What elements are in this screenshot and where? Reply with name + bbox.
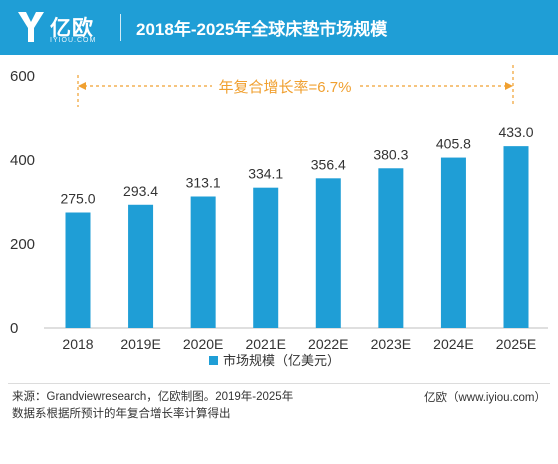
bar <box>253 187 279 328</box>
brand-name: 亿欧 <box>50 17 94 40</box>
bar-value-label: 405.8 <box>436 136 471 152</box>
brand-logo-icon <box>18 12 44 42</box>
x-tick-label: 2019E <box>120 336 160 352</box>
x-tick-label: 2022E <box>308 336 348 352</box>
legend-label: 市场规模（亿美元） <box>223 353 340 368</box>
header-divider <box>120 14 121 41</box>
bar <box>503 146 529 328</box>
cagr-arrow-left-head <box>78 82 86 90</box>
source-note-line-1: 来源：Grandviewresearch，亿欧制图。2019年-2025年 <box>12 391 294 403</box>
y-tick-label: 0 <box>10 320 18 337</box>
x-tick-label: 2023E <box>371 336 411 352</box>
source-note: 来源：Grandviewresearch，亿欧制图。2019年-2025年 数据… <box>12 389 293 423</box>
bar <box>315 178 341 328</box>
brand-logo: 亿欧 IYIOU.COM <box>16 6 106 50</box>
footer-divider <box>8 383 550 384</box>
bar-value-label: 334.1 <box>248 166 283 182</box>
bar-value-label: 380.3 <box>373 146 408 162</box>
legend: 市场规模（亿美元） <box>209 353 340 368</box>
x-tick-label: 2020E <box>183 336 223 352</box>
y-tick-label: 600 <box>10 68 35 85</box>
bar-chart: 0 200 400 600 275.0 293.4 313.1 334.1 356.4 380.… <box>10 65 548 368</box>
x-tick-label: 2021E <box>245 336 285 352</box>
credit: 亿欧（www.iyiou.com） <box>423 392 546 404</box>
chart-header: 亿欧 IYIOU.COM 2018年-2025年全球床垫市场规模 <box>0 0 558 55</box>
x-tick-label: 2025E <box>496 336 536 352</box>
chart-title: 2018年-2025年全球床垫市场规模 <box>136 20 388 39</box>
bar-value-label: 275.0 <box>60 191 95 207</box>
cagr-annotation: 年复合增长率=6.7% <box>77 65 514 107</box>
x-tick-label: 2018 <box>62 336 93 352</box>
bar <box>65 212 91 328</box>
y-tick-label: 200 <box>10 236 35 253</box>
source-note-line-2: 数据系根据所预计的年复合增长率计算得出 <box>12 408 231 420</box>
cagr-label: 年复合增长率=6.7% <box>219 78 352 96</box>
bar <box>378 168 404 328</box>
bar-value-label: 313.1 <box>186 174 221 190</box>
legend-swatch <box>209 356 218 365</box>
value-labels: 275.0 293.4 313.1 334.1 356.4 380.3 405.8 433.0 <box>60 124 533 206</box>
brand-domain: IYIOU.COM <box>50 37 97 44</box>
bar <box>440 157 466 328</box>
x-tick-label: 2024E <box>433 336 473 352</box>
bar <box>190 196 216 328</box>
y-tick-label: 400 <box>10 152 35 169</box>
cagr-arrow-right-head <box>505 82 513 90</box>
bar <box>128 204 154 328</box>
bar-value-label: 293.4 <box>123 183 158 199</box>
y-axis-tick-labels: 0 200 400 600 <box>10 68 35 337</box>
bar-value-label: 433.0 <box>498 124 533 140</box>
x-axis-tick-labels: 2018 2019E 2020E 2021E 2022E 2023E 2024E 2025E <box>62 336 536 352</box>
cagr-label-bg <box>212 76 358 96</box>
bar-value-label: 356.4 <box>311 156 346 172</box>
bar-series <box>65 146 529 328</box>
